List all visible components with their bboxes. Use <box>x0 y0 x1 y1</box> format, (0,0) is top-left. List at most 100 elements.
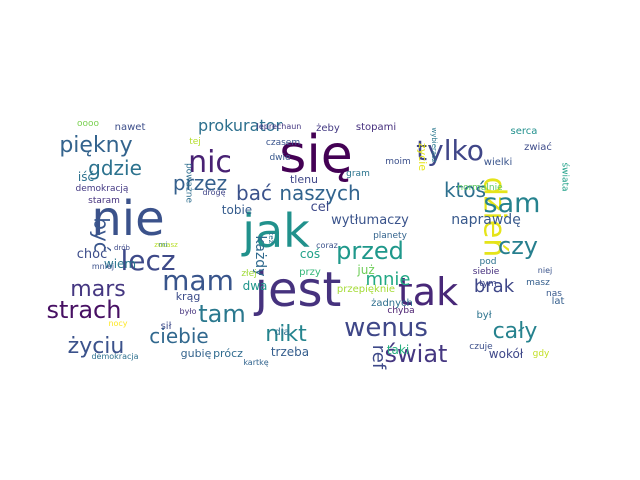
cloud-word: stopami <box>356 122 396 133</box>
cloud-word: gdy <box>533 349 550 359</box>
cloud-word: mam <box>162 264 234 297</box>
cloud-word: ciebie <box>149 324 208 348</box>
cloud-word: piękny <box>59 133 132 158</box>
cloud-word: dwie <box>269 153 291 163</box>
cloud-word: każdy <box>252 236 268 277</box>
cloud-word: gdzie <box>88 156 142 180</box>
cloud-word: mi <box>159 241 168 249</box>
cloud-word: tym <box>479 279 497 289</box>
cloud-word: tam <box>198 300 246 328</box>
cloud-word: moim <box>385 157 411 167</box>
cloud-word: też <box>267 233 275 244</box>
cloud-word: nawet <box>115 122 146 133</box>
cloud-word: cały <box>493 319 538 344</box>
cloud-word: ktoś <box>444 178 486 202</box>
cloud-word: brak <box>474 276 515 297</box>
cloud-word: bać <box>236 181 272 205</box>
cloud-word: normalnie <box>457 183 503 193</box>
cloud-word: wielki <box>484 157 512 168</box>
cloud-word: nic <box>188 145 232 180</box>
cloud-word: mniej <box>92 262 114 271</box>
cloud-word: mnie <box>365 269 410 290</box>
cloud-word: wybierasz <box>430 127 438 162</box>
cloud-word: dla <box>274 327 289 338</box>
cloud-word: być <box>90 217 114 253</box>
cloud-word: gubię <box>181 347 212 360</box>
cloud-word: żeby <box>316 123 340 134</box>
cloud-word: wytłumaczy <box>331 213 409 228</box>
cloud-word: nocy <box>108 319 127 328</box>
cloud-word: tobie <box>222 203 252 217</box>
cloud-word: już <box>356 263 374 277</box>
cloud-word: poważne <box>184 163 194 204</box>
cloud-word: chyba <box>387 306 414 316</box>
cloud-word: strach <box>47 296 122 324</box>
cloud-word: leprechaun <box>257 122 302 131</box>
cloud-word: jak <box>241 204 310 258</box>
cloud-word: żadnych <box>371 298 413 309</box>
cloud-word: niej <box>538 266 552 275</box>
cloud-word: zucasz <box>154 241 178 249</box>
cloud-word: drogę <box>202 188 225 197</box>
cloud-word: planety <box>373 231 407 241</box>
cloud-word: dwa <box>243 279 268 293</box>
cloud-word: wokół <box>489 347 524 361</box>
cloud-word: tak <box>398 270 458 314</box>
cloud-word: trzeba <box>271 345 309 359</box>
cloud-word: sił <box>161 321 172 332</box>
cloud-word: siebie <box>473 267 500 277</box>
cloud-word: wenus <box>344 313 428 343</box>
cloud-word: choć <box>77 247 108 262</box>
cloud-word: świata <box>560 162 571 191</box>
cloud-word: sam <box>484 188 541 219</box>
cloud-word: lecz <box>120 244 175 277</box>
cloud-word: cel <box>311 200 330 215</box>
cloud-word: serca <box>511 126 538 137</box>
cloud-word: czy <box>498 232 538 260</box>
cloud-word: nikt <box>265 322 307 347</box>
cloud-word: krąg <box>176 290 201 303</box>
cloud-word: świat <box>385 340 448 368</box>
cloud-word: wiem <box>104 257 136 271</box>
cloud-word: nie <box>91 191 164 247</box>
cloud-word: przez <box>173 171 227 195</box>
cloud-word: naprawdę <box>451 212 521 228</box>
cloud-word: kartkę <box>243 358 268 367</box>
cloud-word: ref <box>368 345 389 370</box>
cloud-word: staram <box>88 196 120 206</box>
cloud-word: się <box>279 125 353 185</box>
cloud-word: prokurator <box>198 116 283 135</box>
cloud-word: drób <box>114 244 130 252</box>
cloud-word: było <box>180 307 197 316</box>
cloud-word: prócz <box>213 347 243 360</box>
cloud-word: życie <box>416 143 429 171</box>
cloud-word: coraz <box>316 241 338 250</box>
cloud-word: złej <box>241 269 256 279</box>
cloud-word: nas <box>546 289 562 299</box>
cloud-word: przepięknie <box>337 284 395 295</box>
cloud-word: gram <box>346 169 370 179</box>
cloud-word: przy <box>299 267 321 278</box>
cloud-word: masz <box>526 278 550 288</box>
cloud-word: był <box>476 310 491 321</box>
cloud-word: taki <box>387 343 409 357</box>
cloud-word: pod <box>480 257 497 267</box>
cloud-word: dzień <box>477 177 512 258</box>
cloud-word: czuje <box>469 342 493 352</box>
cloud-word: tlenu <box>290 173 318 186</box>
cloud-word: mars <box>70 277 125 302</box>
cloud-word: przed <box>336 237 404 265</box>
cloud-word: demokracją <box>76 184 129 194</box>
cloud-word: czasem <box>266 138 300 148</box>
cloud-word: iść <box>78 170 94 184</box>
cloud-word: oooo <box>77 119 100 129</box>
cloud-word: zwiać <box>524 141 552 153</box>
cloud-word: jest <box>254 262 342 318</box>
cloud-word: demokracja <box>91 352 138 361</box>
cloud-word: tylko <box>416 134 484 167</box>
cloud-word: tej <box>189 137 201 147</box>
cloud-word: życiu <box>68 334 125 359</box>
cloud-word: naszych <box>279 181 360 205</box>
cloud-word: lat <box>552 296 565 307</box>
